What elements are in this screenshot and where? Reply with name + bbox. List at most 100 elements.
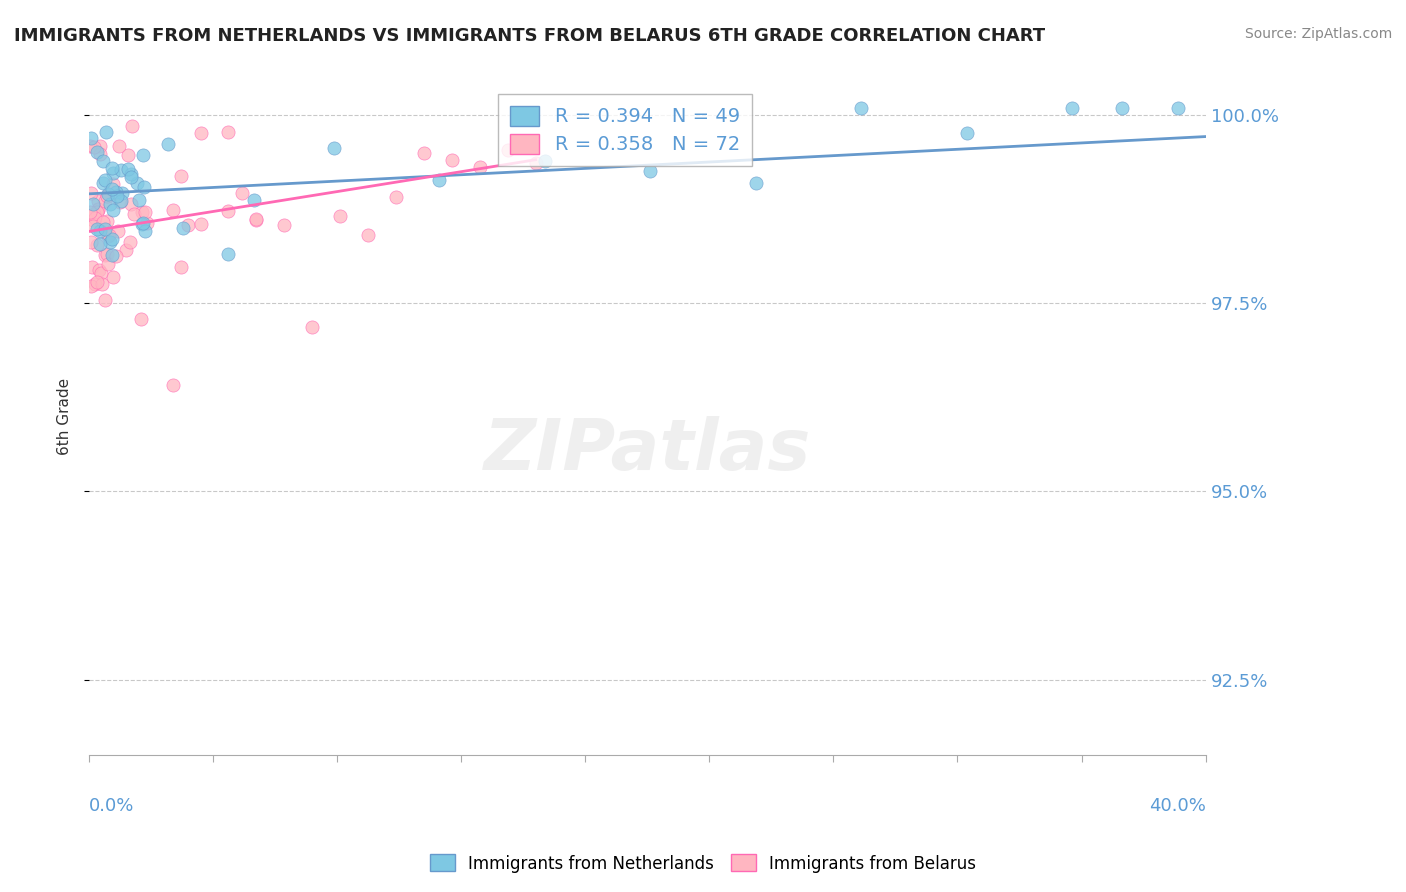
Point: [851, 101, 873, 115]
Point: [108, 194, 131, 209]
Point: [273, 219, 295, 233]
Point: [134, 204, 156, 219]
Point: [114, 243, 136, 257]
Point: [101, 161, 124, 175]
Point: [129, 311, 152, 326]
Point: [101, 166, 124, 180]
Point: [132, 147, 155, 161]
Point: [91, 277, 114, 291]
Point: [101, 202, 124, 217]
Y-axis label: 6th Grade: 6th Grade: [58, 377, 72, 455]
Point: [1111, 101, 1133, 115]
Point: [110, 162, 132, 177]
Point: [1062, 101, 1084, 115]
Point: [87, 262, 110, 277]
Point: [120, 197, 142, 211]
Point: [98, 235, 121, 249]
Point: [84, 211, 107, 225]
Point: [131, 216, 153, 230]
Point: [177, 218, 200, 232]
Point: [94, 194, 117, 209]
Point: [169, 169, 191, 183]
Point: [89, 237, 111, 252]
Point: [97, 186, 120, 201]
Point: [80, 278, 103, 293]
Point: [89, 139, 111, 153]
Point: [120, 167, 142, 181]
Point: [90, 266, 112, 280]
Point: [136, 215, 159, 229]
Point: [301, 319, 323, 334]
Point: [86, 204, 108, 219]
Point: [101, 182, 124, 196]
Point: [82, 196, 104, 211]
Point: [190, 217, 212, 231]
Point: [127, 176, 149, 190]
Point: [245, 213, 267, 227]
Point: [357, 227, 380, 242]
Point: [111, 186, 134, 201]
Point: [96, 188, 118, 202]
Point: [162, 202, 184, 217]
Point: [322, 141, 344, 155]
Text: IMMIGRANTS FROM NETHERLANDS VS IMMIGRANTS FROM BELARUS 6TH GRADE CORRELATION CHA: IMMIGRANTS FROM NETHERLANDS VS IMMIGRANT…: [14, 27, 1045, 45]
Point: [91, 176, 114, 190]
Point: [80, 130, 103, 145]
Point: [87, 194, 110, 209]
Point: [96, 247, 118, 261]
Point: [121, 119, 143, 133]
Point: [429, 173, 451, 187]
Point: [245, 212, 267, 227]
Point: [86, 221, 108, 235]
Point: [101, 177, 124, 191]
Point: [96, 124, 118, 138]
Point: [107, 224, 129, 238]
Point: [108, 138, 131, 153]
Point: [190, 126, 212, 140]
Point: [86, 145, 108, 159]
Point: [103, 269, 125, 284]
Point: [110, 194, 132, 208]
Point: [96, 189, 118, 203]
Text: Source: ZipAtlas.com: Source: ZipAtlas.com: [1244, 27, 1392, 41]
Point: [82, 219, 104, 234]
Point: [80, 186, 103, 200]
Point: [84, 277, 107, 292]
Point: [524, 155, 547, 169]
Text: 0.0%: 0.0%: [89, 797, 134, 814]
Legend: R = 0.394   N = 49, R = 0.358   N = 72: R = 0.394 N = 49, R = 0.358 N = 72: [498, 94, 752, 166]
Point: [131, 217, 153, 231]
Point: [128, 193, 150, 207]
Point: [86, 202, 108, 217]
Point: [132, 180, 155, 194]
Point: [105, 249, 128, 263]
Point: [217, 247, 239, 261]
Point: [496, 143, 519, 157]
Point: [329, 210, 352, 224]
Point: [97, 257, 120, 271]
Point: [231, 186, 253, 200]
Point: [105, 186, 128, 200]
Point: [89, 224, 111, 238]
Point: [83, 140, 105, 154]
Point: [217, 125, 239, 139]
Point: [94, 248, 117, 262]
Point: [468, 160, 491, 174]
Point: [98, 196, 121, 211]
Point: [80, 260, 103, 275]
Point: [80, 235, 103, 249]
Point: [117, 148, 139, 162]
Point: [956, 126, 979, 140]
Point: [98, 227, 121, 242]
Point: [117, 161, 139, 176]
Point: [157, 137, 180, 152]
Point: [79, 139, 101, 153]
Point: [96, 214, 118, 228]
Point: [94, 293, 117, 307]
Point: [162, 377, 184, 392]
Point: [118, 235, 141, 249]
Point: [217, 204, 239, 219]
Point: [86, 238, 108, 252]
Point: [91, 215, 114, 229]
Point: [170, 260, 193, 274]
